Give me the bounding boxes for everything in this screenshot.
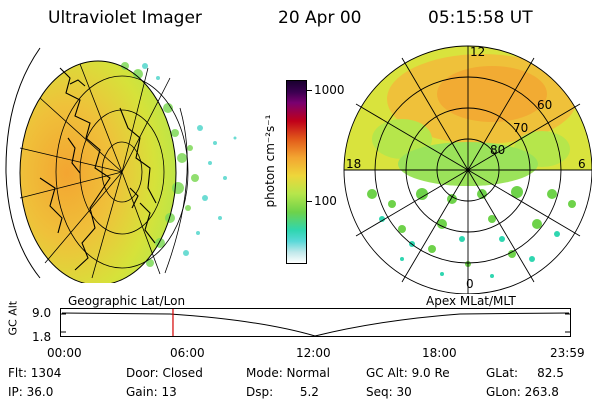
polar-mlat-mlt-plot	[343, 45, 592, 294]
status-seq: Seq: 30	[366, 385, 412, 399]
status-door: Door: Closed	[126, 366, 203, 380]
longitude-grid	[19, 63, 171, 279]
status-glon: GLon: 263.8	[486, 385, 559, 399]
mlat-label-60: 60	[537, 98, 553, 112]
emission-speckle	[121, 62, 199, 267]
app-title: Ultraviolet Imager	[48, 8, 202, 28]
mlt-label-6: 6	[578, 157, 586, 171]
mlat-label-70: 70	[513, 121, 529, 135]
polar-grid	[343, 45, 592, 294]
mlat-label-80: 80	[490, 143, 506, 157]
mlt-label-18: 18	[346, 157, 362, 171]
date-label: 20 Apr 00	[278, 8, 362, 28]
status-gain: Gain: 13	[126, 385, 177, 399]
latitude-grid	[55, 75, 189, 274]
colorbar-unit-label: photon cm⁻²s⁻¹	[263, 114, 277, 208]
altitude-curve	[61, 312, 570, 337]
colorbar	[286, 80, 307, 264]
status-gc-alt: GC Alt: 9.0 Re	[366, 366, 450, 380]
colorbar-tick-1000: 1000	[314, 83, 345, 97]
altitude-axis-label: GC Alt	[6, 300, 20, 336]
time-tick-0600: 06:00	[170, 346, 205, 360]
time-tick-2359: 23:59	[550, 346, 585, 360]
left-panel-caption: Geographic Lat/Lon	[68, 294, 186, 308]
status-ip: IP: 36.0	[8, 385, 54, 399]
right-panel-caption: Apex MLat/MLT	[426, 294, 516, 308]
time-tick-0000: 00:00	[47, 346, 82, 360]
altitude-tick-low: 1.8	[32, 330, 52, 344]
status-glat: GLat: 82.5	[486, 366, 564, 380]
colorbar-tick-100: 100	[314, 194, 337, 208]
coastline-map	[39, 67, 157, 271]
time-tick-1800: 18:00	[422, 346, 457, 360]
geographic-image-panel	[5, 47, 237, 283]
time-label: 05:15:58 UT	[428, 8, 533, 28]
altitude-strip-plot	[60, 308, 571, 337]
altitude-tick-high: 9.0	[32, 306, 52, 320]
status-flt: Flt: 1304	[8, 366, 62, 380]
emission-region	[20, 61, 176, 283]
status-mode: Mode: Normal	[246, 366, 330, 380]
mlt-label-12: 12	[470, 45, 486, 59]
status-dsp: Dsp: 5.2	[246, 385, 319, 399]
time-tick-1200: 12:00	[296, 346, 331, 360]
mlt-label-0: 0	[466, 277, 474, 291]
